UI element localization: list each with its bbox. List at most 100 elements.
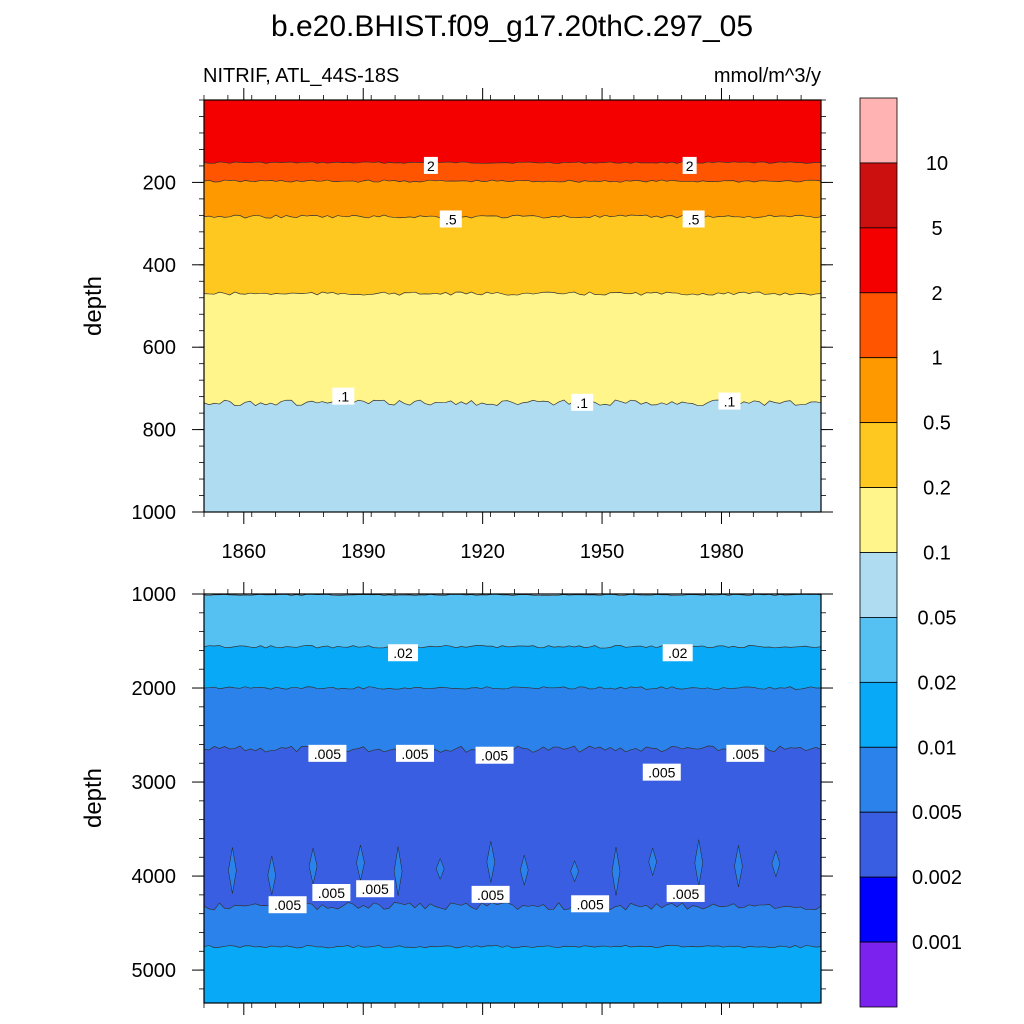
contour-band — [204, 594, 821, 649]
contour-blob — [648, 847, 657, 877]
contour-label: .005 — [666, 884, 705, 902]
svg-text:.005: .005 — [648, 765, 675, 781]
svg-text:.005: .005 — [362, 881, 389, 897]
colorbar: 10 5 2 1 0.5 0.2 0.1 0.05 0.02 0.01 0.005 0.002 0.00… — [859, 97, 962, 1008]
contour-blob — [393, 846, 403, 896]
contour-line — [204, 944, 821, 949]
svg-text:2: 2 — [686, 158, 694, 174]
contour-label: .5 — [682, 210, 705, 228]
contour-line — [204, 399, 821, 407]
contour-line — [204, 686, 821, 690]
contour-label: .005 — [726, 744, 765, 762]
y-tick-label: 2000 — [132, 678, 177, 700]
contour-label: .1 — [332, 387, 355, 405]
contour-blob — [267, 855, 277, 896]
svg-text:.5: .5 — [445, 211, 457, 227]
y-tick-label: 200 — [143, 172, 176, 194]
contour-band — [204, 645, 821, 690]
contour-line — [204, 644, 821, 649]
svg-text:.005: .005 — [314, 746, 341, 762]
colorbar-tick-label: 0.1 — [923, 543, 951, 565]
contour-blob — [519, 854, 529, 887]
svg-text:.005: .005 — [274, 897, 301, 913]
contour-band — [204, 945, 821, 1003]
colorbar-swatch — [859, 162, 898, 229]
contour-label: 2 — [423, 156, 438, 174]
contour-band — [204, 161, 821, 183]
plot-frame — [203, 593, 822, 1004]
colorbar-swatch — [859, 552, 898, 618]
contour-band — [204, 399, 821, 512]
top-y-axis-label: depth — [80, 276, 107, 336]
svg-text:.005: .005 — [481, 748, 508, 764]
y-tick-label: 1000 — [132, 502, 177, 524]
svg-text:.02: .02 — [393, 645, 413, 661]
colorbar-tick-label: 0.5 — [923, 413, 951, 435]
contour-blob — [228, 847, 237, 894]
svg-text:.5: .5 — [688, 211, 700, 227]
svg-text:.005: .005 — [732, 746, 759, 762]
colorbar-tick-label: 0.01 — [918, 737, 957, 759]
svg-text:.005: .005 — [318, 885, 345, 901]
y-tick-label: 4000 — [132, 866, 177, 888]
y-tick-label: 400 — [143, 255, 176, 277]
svg-text:2: 2 — [427, 158, 435, 174]
contour-label: .5 — [439, 210, 462, 228]
colorbar-tick-label: 5 — [931, 218, 942, 240]
contour-label: .005 — [395, 744, 434, 762]
colorbar-tick-label: 0.001 — [912, 932, 962, 954]
bottom-contour-panel: .02 .02 .005 .005 .005 .005 .005 .005 .005 .005 .0… — [132, 582, 833, 1015]
svg-text:.005: .005 — [672, 886, 699, 902]
svg-text:.005: .005 — [477, 887, 504, 903]
x-tick-label: 1950 — [580, 541, 625, 563]
plot-frame — [203, 99, 822, 513]
contour-band — [204, 100, 821, 164]
contour-band — [204, 179, 821, 219]
contour-label: .005 — [571, 895, 610, 913]
colorbar-tick-label: 0.002 — [912, 867, 962, 889]
contour-label: .1 — [718, 392, 741, 410]
colorbar-swatch — [859, 811, 898, 878]
contour-label: .005 — [268, 896, 307, 914]
contour-label: .1 — [571, 393, 594, 411]
colorbar-tick-label: 0.02 — [918, 672, 957, 694]
contour-band — [204, 214, 821, 296]
colorbar-tick-label: 2 — [931, 283, 942, 305]
colorbar-swatch — [859, 746, 898, 813]
colorbar-tick-label: 0.005 — [912, 802, 962, 824]
contour-band — [204, 686, 821, 753]
contour-band — [204, 902, 821, 948]
contour-label: .005 — [642, 763, 681, 781]
colorbar-swatch — [859, 357, 898, 424]
y-tick-label: 1000 — [132, 584, 177, 606]
contour-band — [204, 291, 821, 406]
contour-label: .005 — [308, 744, 347, 762]
contour-label: .02 — [388, 644, 419, 662]
svg-text:.1: .1 — [724, 394, 736, 410]
contour-label: .005 — [471, 885, 510, 903]
x-tick-label: 1860 — [222, 541, 267, 563]
svg-text:.02: .02 — [668, 645, 688, 661]
contour-label: 2 — [682, 156, 697, 174]
colorbar-swatch — [859, 422, 898, 488]
colorbar-swatch — [859, 227, 898, 294]
contour-band — [204, 745, 821, 910]
colorbar-tick-label: 0.2 — [923, 478, 951, 500]
colorbar-swatch — [859, 292, 898, 359]
bottom-y-axis-label: depth — [80, 768, 107, 828]
x-tick-label: 1980 — [699, 541, 744, 563]
colorbar-swatch — [859, 617, 898, 683]
contour-line — [204, 291, 821, 296]
contour-label: .02 — [662, 644, 693, 662]
variable-label: NITRIF, ATL_44S-18S — [203, 65, 399, 87]
contour-label: .005 — [312, 883, 351, 901]
y-tick-label: 600 — [143, 337, 176, 359]
contour-blob — [734, 845, 743, 888]
units-label: mmol/m^3/y — [714, 65, 821, 87]
contour-label: .005 — [356, 880, 395, 898]
contour-line — [204, 179, 821, 183]
figure-title: b.e20.BHIST.f09_g17.20thC.297_05 — [271, 10, 753, 43]
x-tick-label: 1890 — [341, 541, 386, 563]
colorbar-swatch — [859, 487, 898, 553]
